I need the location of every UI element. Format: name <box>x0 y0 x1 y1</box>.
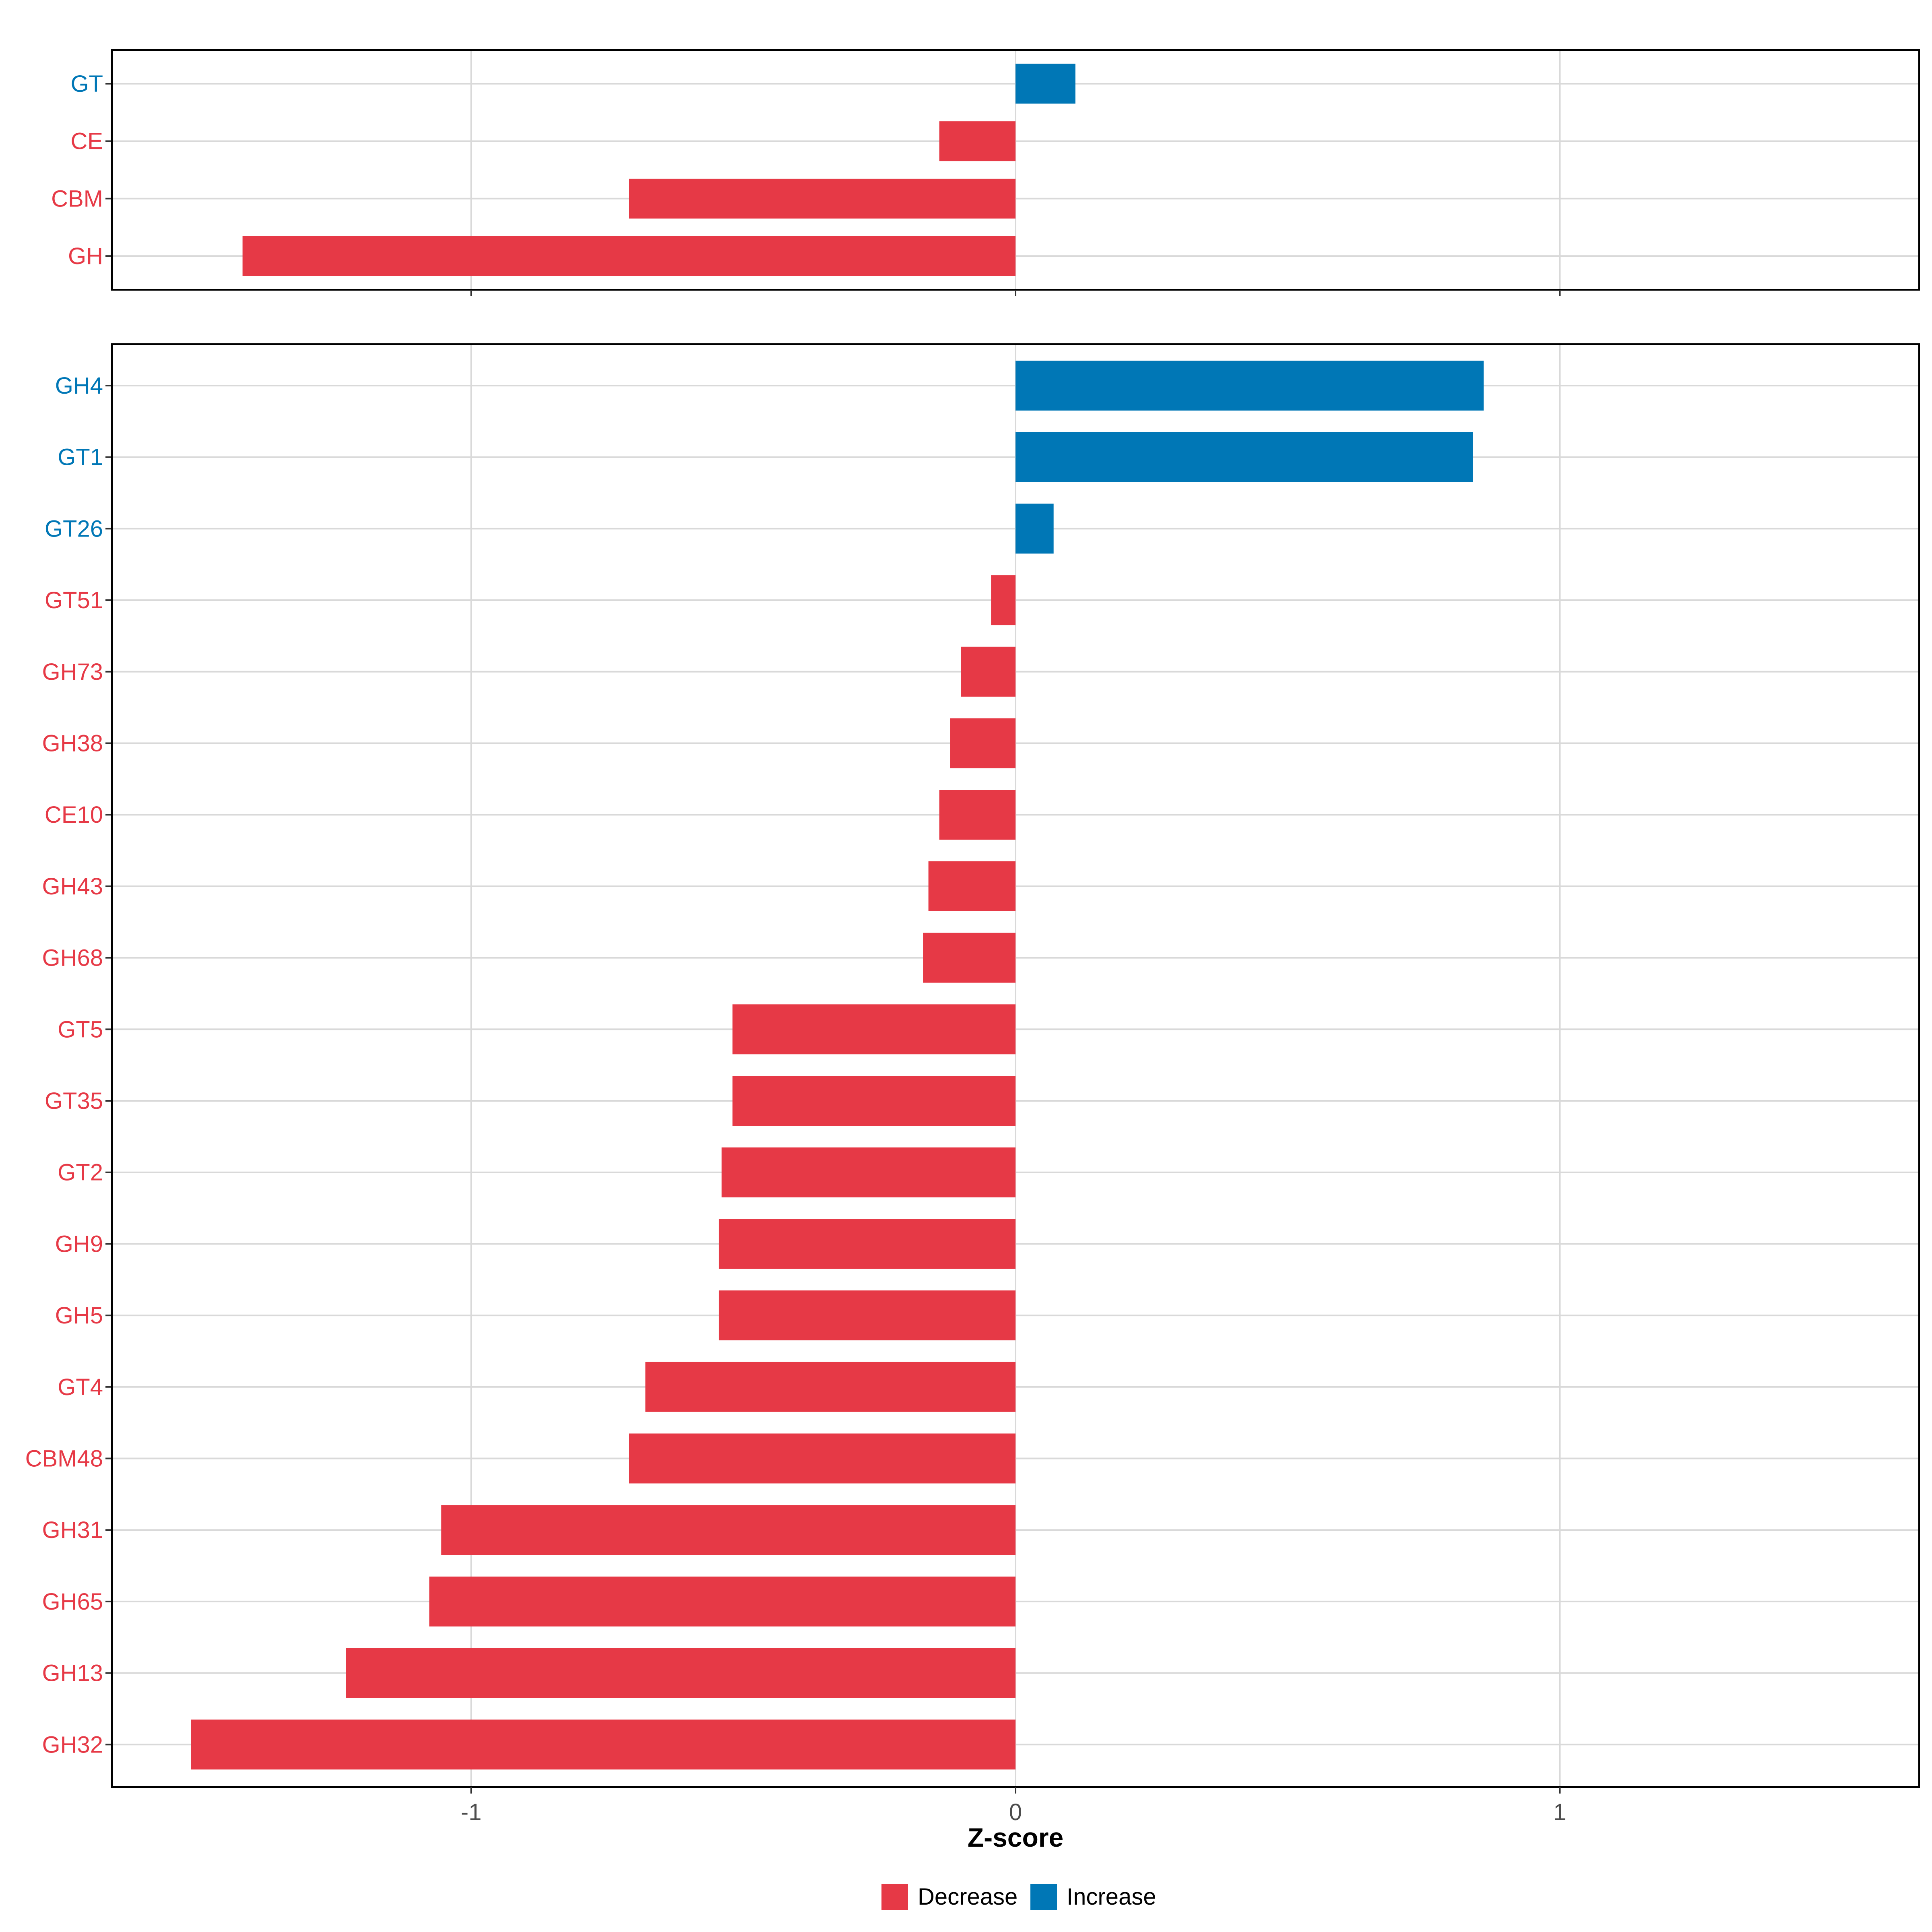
y-label-GH38: GH38 <box>42 731 103 757</box>
bar-CBM <box>629 178 1016 219</box>
y-label-GT26: GT26 <box>45 516 103 542</box>
x-axis-title: Z-score <box>968 1823 1063 1852</box>
y-label-GH65: GH65 <box>42 1589 103 1615</box>
bar-CE <box>939 121 1016 161</box>
bar-GT35 <box>732 1076 1016 1126</box>
y-label-GT1: GT1 <box>58 444 103 471</box>
bar-GT26 <box>1016 504 1054 554</box>
y-label-CE: CE <box>70 128 103 155</box>
y-label-GT4: GT4 <box>58 1374 103 1400</box>
bar-GH38 <box>950 718 1016 768</box>
bar-GT51 <box>991 575 1016 625</box>
bar-GH4 <box>1016 361 1484 411</box>
y-label-GH9: GH9 <box>55 1231 103 1257</box>
top-panel: GT CE CBM GH <box>51 49 1920 296</box>
y-label-GT35: GT35 <box>45 1088 103 1114</box>
y-label-GH: GH <box>68 243 103 269</box>
bar-GH9 <box>718 1219 1016 1269</box>
bar-GT5 <box>732 1004 1016 1055</box>
bar-GH65 <box>429 1576 1016 1627</box>
bar-GT2 <box>721 1147 1016 1197</box>
legend-label-increase: Increase <box>1067 1884 1156 1910</box>
bar-GH32 <box>191 1719 1016 1770</box>
y-label-GH68: GH68 <box>42 945 103 971</box>
bar-GT <box>1016 64 1075 104</box>
y-label-GH5: GH5 <box>55 1302 103 1329</box>
bar-GH68 <box>923 933 1016 983</box>
legend-label-decrease: Decrease <box>918 1884 1018 1910</box>
y-label-GH73: GH73 <box>42 659 103 685</box>
y-label-GT51: GT51 <box>45 587 103 613</box>
legend-swatch-decrease <box>881 1884 908 1910</box>
y-label-GH43: GH43 <box>42 873 103 900</box>
bar-GT1 <box>1016 432 1473 482</box>
y-label-GH13: GH13 <box>42 1660 103 1686</box>
legend: Decrease Increase <box>881 1884 1156 1910</box>
x-tick-label: 0 <box>1009 1799 1022 1825</box>
bar-GH <box>242 236 1016 276</box>
bar-GH5 <box>718 1290 1016 1341</box>
y-label-GT5: GT5 <box>58 1016 103 1042</box>
bar-GT4 <box>645 1362 1016 1412</box>
y-label-GH4: GH4 <box>55 373 103 399</box>
bar-GH13 <box>346 1648 1016 1698</box>
bar-GH73 <box>961 646 1016 697</box>
y-label-CBM48: CBM48 <box>25 1446 103 1472</box>
bottom-panel: GH4 GT1 GT26 GT51 GH73 GH38 CE10 GH43 GH68 GT5 GT3… <box>25 343 1920 1825</box>
x-tick-label: 1 <box>1553 1799 1566 1825</box>
y-label-GH32: GH32 <box>42 1732 103 1758</box>
y-label-GT2: GT2 <box>58 1160 103 1186</box>
bar-GH43 <box>928 861 1016 911</box>
legend-swatch-increase <box>1030 1884 1057 1910</box>
y-label-CBM: CBM <box>51 186 103 212</box>
y-label-GH31: GH31 <box>42 1517 103 1543</box>
bar-GH31 <box>441 1505 1016 1555</box>
bar-CE10 <box>939 790 1016 840</box>
y-label-CE10: CE10 <box>45 802 103 828</box>
x-tick-label: -1 <box>461 1799 482 1825</box>
bar-CBM48 <box>629 1433 1016 1484</box>
y-label-GT: GT <box>70 71 103 97</box>
